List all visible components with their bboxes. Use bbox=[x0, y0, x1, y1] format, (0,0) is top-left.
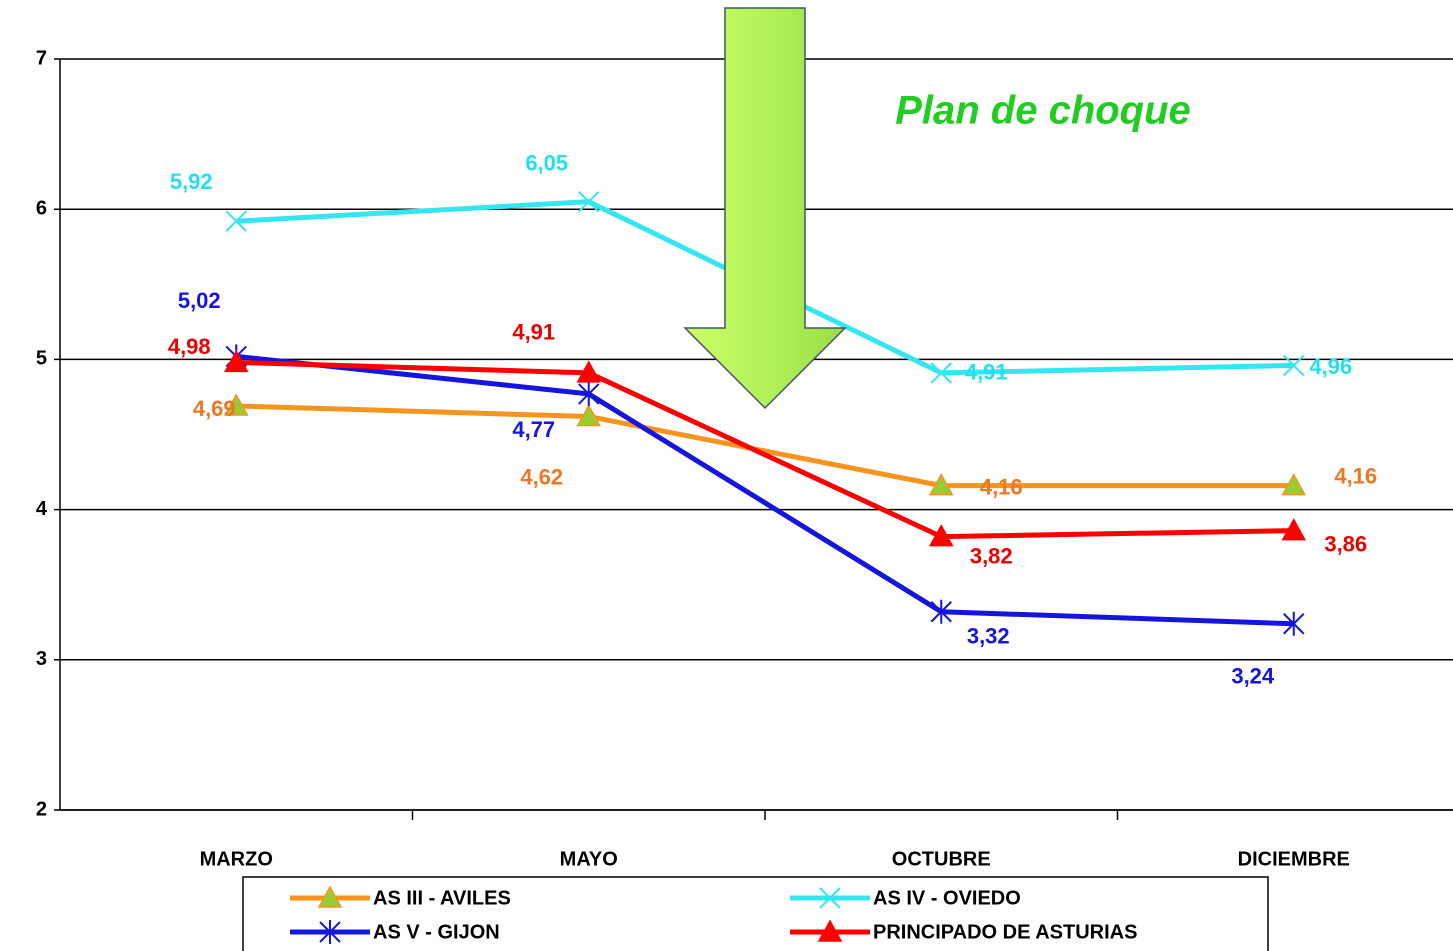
data-label: 5,92 bbox=[170, 169, 213, 194]
marker bbox=[319, 920, 341, 944]
y-tick-label: 7 bbox=[36, 47, 47, 69]
data-label: 3,24 bbox=[1231, 664, 1275, 689]
data-label: 4,77 bbox=[512, 417, 555, 442]
data-label: 4,91 bbox=[512, 320, 555, 345]
marker bbox=[317, 885, 343, 908]
marker bbox=[578, 190, 600, 213]
legend-label: PRINCIPADO DE ASTURIAS bbox=[873, 921, 1137, 943]
y-tick-label: 5 bbox=[36, 348, 47, 370]
marker bbox=[225, 210, 247, 232]
marker bbox=[576, 403, 602, 427]
series-line bbox=[236, 403, 1294, 489]
marker bbox=[817, 919, 843, 942]
annotation: Plan de choque bbox=[895, 89, 1191, 133]
data-label: 4,96 bbox=[1309, 354, 1352, 379]
marker bbox=[930, 362, 952, 384]
marker bbox=[928, 473, 954, 496]
data-label: 6,05 bbox=[525, 151, 568, 176]
y-tick-label: 2 bbox=[36, 798, 47, 820]
marker bbox=[819, 887, 841, 909]
y-tick-label: 6 bbox=[36, 197, 47, 219]
marker bbox=[223, 349, 249, 373]
x-tick-label: MARZO bbox=[200, 848, 273, 870]
x-tick-label: MAYO bbox=[560, 848, 618, 870]
x-tick-label: OCTUBRE bbox=[892, 848, 991, 870]
data-label: 4,69 bbox=[193, 396, 236, 421]
marker bbox=[576, 360, 602, 383]
data-label: 4,16 bbox=[1334, 463, 1377, 488]
y-tick-label: 3 bbox=[36, 648, 47, 670]
legend-label: AS IV - OVIEDO bbox=[873, 887, 1021, 909]
arrow bbox=[683, 7, 847, 410]
series-line bbox=[235, 353, 1294, 627]
marker bbox=[1283, 354, 1305, 377]
data-label: 4,98 bbox=[168, 334, 211, 359]
marker bbox=[928, 524, 954, 547]
legend bbox=[242, 876, 1269, 951]
marker bbox=[1283, 611, 1305, 636]
data-label: 4,62 bbox=[520, 464, 563, 489]
data-label: 3,32 bbox=[967, 624, 1010, 649]
legend-label: AS III - AVILES bbox=[373, 887, 511, 909]
marker bbox=[930, 599, 952, 624]
series-line bbox=[236, 359, 1294, 540]
marker bbox=[223, 393, 249, 416]
data-label: 3,82 bbox=[970, 543, 1013, 568]
y-tick-label: 4 bbox=[36, 498, 48, 520]
data-label: 4,16 bbox=[980, 474, 1023, 499]
marker bbox=[1281, 518, 1307, 541]
marker bbox=[1281, 473, 1307, 496]
x-tick-label: DICIEMBRE bbox=[1238, 848, 1350, 870]
legend-label: AS V - GIJON bbox=[373, 921, 500, 943]
data-label: 4,91 bbox=[965, 360, 1008, 385]
data-label: 3,86 bbox=[1324, 531, 1367, 556]
data-label: 5,02 bbox=[178, 288, 221, 313]
marker bbox=[578, 381, 600, 406]
